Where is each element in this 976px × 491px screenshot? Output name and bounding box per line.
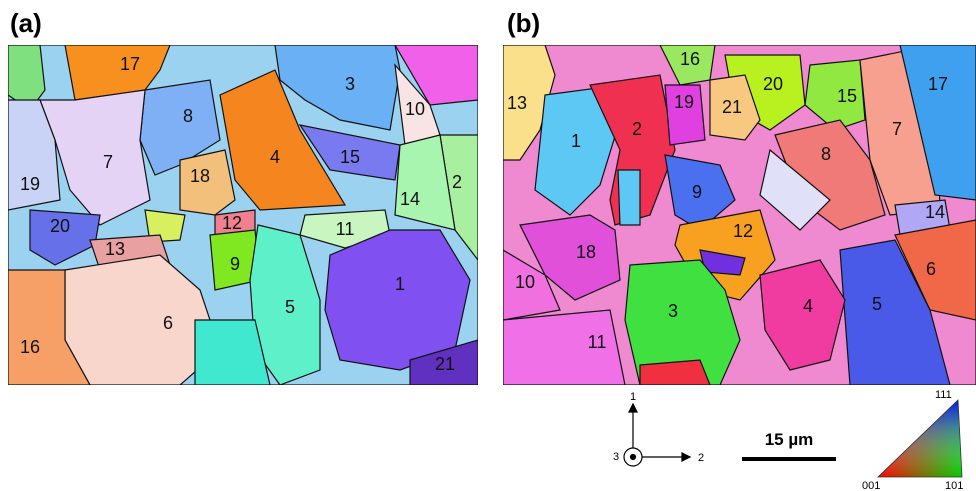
grain-label: 19 [674, 92, 694, 112]
grain-label: 2 [452, 172, 462, 192]
axis-label: 2 [698, 452, 704, 464]
grain-label: 19 [20, 174, 40, 194]
ipf-label: 111 [935, 389, 952, 401]
grain-label: 5 [285, 297, 295, 317]
axis-label: 3 [613, 451, 619, 463]
grain-label: 4 [270, 147, 280, 167]
panel-label: (b) [507, 8, 540, 38]
grain-label: 18 [576, 242, 596, 262]
grain-label: 11 [336, 219, 355, 239]
grain-label: 8 [821, 144, 831, 164]
grain-label: 10 [515, 272, 535, 292]
figure: (a) (b) 1 2 3 15 µm 111 001 101 17831074… [0, 0, 976, 491]
grain-label: 12 [733, 221, 753, 241]
grain-label: 15 [340, 147, 360, 167]
grain-label: 3 [668, 301, 678, 321]
grain-label: 9 [230, 254, 240, 274]
grain-label: 8 [183, 106, 193, 126]
grain-label: 16 [680, 49, 700, 69]
grain-label: 2 [632, 119, 642, 139]
grain-label: 7 [892, 119, 902, 139]
axes-symbol [624, 404, 690, 466]
ipf-triangle [878, 400, 962, 477]
grain-label: 14 [925, 202, 945, 222]
grain-label: 21 [722, 97, 742, 117]
grain-label: 17 [120, 54, 140, 74]
panel-label: (a) [10, 8, 42, 38]
grain-label: 21 [435, 354, 455, 374]
grain-label: 13 [105, 239, 125, 259]
grain-label: 17 [928, 74, 948, 94]
grain-label: 4 [803, 296, 813, 316]
grain-label: 20 [50, 216, 70, 236]
ipf-label: 101 [945, 480, 963, 491]
grain-label: 13 [507, 93, 527, 113]
ipf-label: 001 [862, 480, 880, 491]
grain-label: 9 [692, 182, 702, 202]
ebsd-map-a [8, 45, 478, 385]
grain-label: 18 [190, 166, 210, 186]
scale-bar-label: 15 µm [765, 430, 814, 449]
grain-label: 3 [345, 74, 355, 94]
grain-label: 20 [763, 74, 783, 94]
grain-label: 12 [222, 213, 242, 233]
grain-label: 7 [103, 152, 113, 172]
grain-label: 16 [20, 337, 40, 357]
grain-label: 6 [926, 259, 936, 279]
grain-label: 1 [395, 274, 405, 294]
grain-label: 6 [163, 313, 173, 333]
grain-label: 14 [400, 189, 420, 209]
grain-label: 11 [588, 332, 607, 352]
grain-label: 5 [872, 294, 882, 314]
grain-label: 1 [571, 131, 581, 151]
grain-label: 10 [405, 99, 425, 119]
axis-label: 1 [630, 391, 636, 403]
grain-label: 15 [837, 86, 857, 106]
